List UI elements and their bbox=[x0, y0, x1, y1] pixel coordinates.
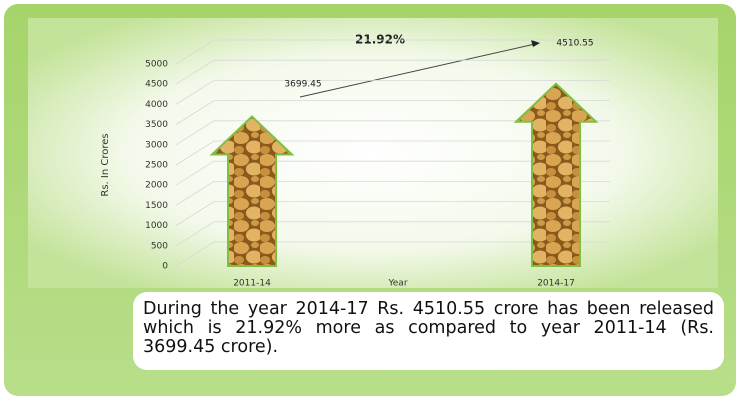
data-label: 3699.45 bbox=[284, 80, 321, 90]
caption: During the year 2014-17 Rs. 4510.55 cror… bbox=[133, 292, 724, 370]
y-tick-label: 1500 bbox=[145, 201, 168, 211]
y-tick-label: 3500 bbox=[145, 120, 168, 130]
x-tick-label: 2011-14 bbox=[233, 279, 271, 289]
page: Rs. In Crores Year 21.92% 0 500 1000 1500 20… bbox=[0, 0, 740, 405]
x-axis-title: Year bbox=[387, 279, 407, 289]
y-tick-label: 0 bbox=[162, 262, 168, 272]
y-tick-label: 5000 bbox=[145, 60, 168, 70]
y-tick-label: 500 bbox=[151, 241, 168, 251]
plot-background bbox=[28, 18, 718, 288]
y-axis-title: Rs. In Crores bbox=[100, 133, 111, 196]
y-tick-label: 2500 bbox=[145, 161, 168, 171]
y-tick-label: 4000 bbox=[145, 100, 168, 110]
data-label: 4510.55 bbox=[556, 39, 593, 49]
y-tick-label: 1000 bbox=[145, 221, 168, 231]
y-tick-label: 3000 bbox=[145, 140, 168, 150]
x-tick-label: 2014-17 bbox=[537, 279, 575, 289]
y-tick-label: 2000 bbox=[145, 181, 168, 191]
y-tick-label: 4500 bbox=[145, 80, 168, 90]
annotation: 21.92% bbox=[355, 33, 405, 47]
